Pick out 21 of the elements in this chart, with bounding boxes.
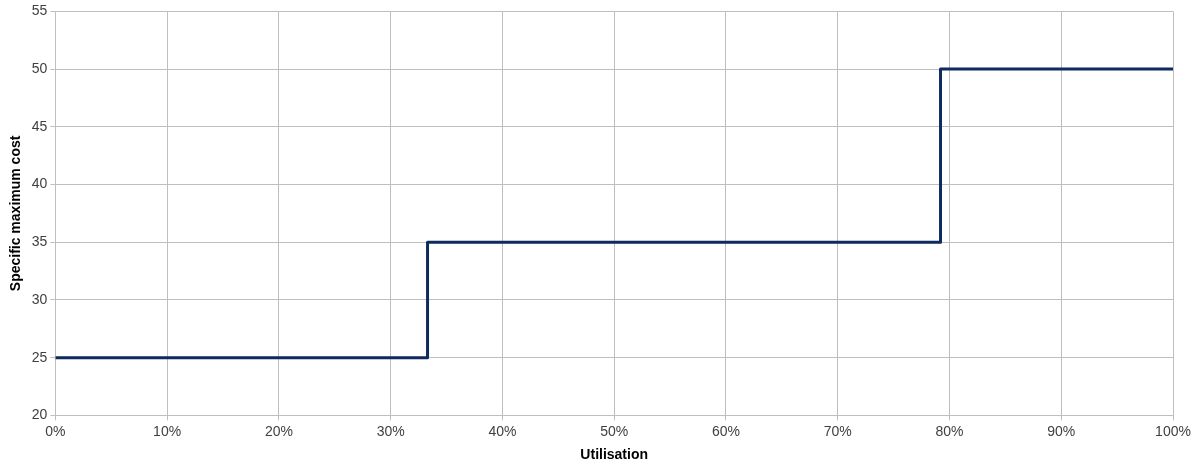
x-tick-label: 90%: [1047, 422, 1076, 439]
y-tick-label: 45: [31, 117, 48, 134]
y-tick-label: 20: [31, 406, 48, 423]
x-tick-label: 50%: [600, 422, 629, 439]
y-tick-label: 25: [31, 348, 48, 365]
x-tick-label: 0%: [45, 422, 66, 439]
y-tick-label: 35: [31, 233, 48, 250]
x-tick-label: 100%: [1155, 422, 1191, 439]
x-tick-label: 10%: [153, 422, 182, 439]
x-tick-label: 80%: [935, 422, 964, 439]
y-axis-title: Specific maximum cost: [7, 135, 24, 292]
x-tick-label: 70%: [823, 422, 852, 439]
x-tick-label: 40%: [488, 422, 517, 439]
x-axis-title: Utilisation: [580, 446, 649, 463]
y-tick-label: 55: [31, 2, 48, 19]
y-tick-label: 50: [31, 59, 48, 76]
x-tick-label: 30%: [376, 422, 405, 439]
x-tick-label: 60%: [711, 422, 740, 439]
y-tick-label: 30: [31, 290, 48, 307]
y-tick-label: 40: [31, 175, 48, 192]
x-tick-label: 20%: [264, 422, 293, 439]
